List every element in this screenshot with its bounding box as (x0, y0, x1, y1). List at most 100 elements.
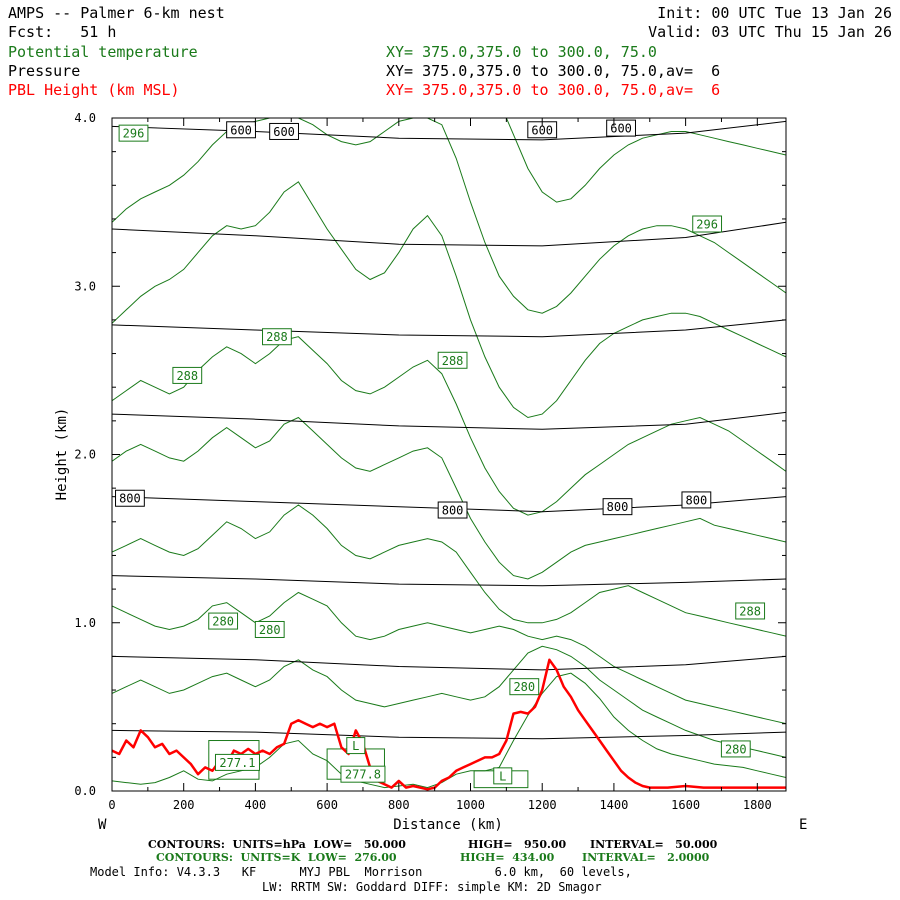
svg-text:800: 800 (686, 493, 708, 507)
pressure-contours (112, 120, 786, 740)
valid-time: Valid: 03 UTC Thu 15 Jan 26 (648, 23, 892, 41)
theta-label-8: 280 (509, 678, 540, 696)
theta-label-0: 296 (118, 124, 149, 142)
pbl-height-series (112, 658, 786, 791)
field-pressure-xy: XY= 375.0,375.0 to 300.0, 75.0,av= 6 (386, 62, 721, 80)
svg-text:L: L (352, 739, 359, 753)
west-label: W (98, 817, 107, 833)
field-pressure-name: Pressure (8, 62, 81, 80)
theta-contour-3 (112, 504, 786, 637)
svg-text:280: 280 (212, 615, 234, 629)
field-pbl-xy: XY= 375.0,375.0 to 300.0, 75.0,av= 6 (386, 81, 721, 99)
pressure-label-4: 800 (115, 489, 145, 507)
theta-contour-6 (112, 181, 786, 419)
y-tick-label-3: 3.0 (74, 279, 96, 293)
pressure-label-3: 600 (606, 119, 636, 137)
pressure-contour-6 (112, 221, 786, 247)
x-tick-label-0: 0 (108, 798, 115, 812)
x-tick-label-3: 600 (316, 798, 338, 812)
field-theta-name: Potential temperature (8, 43, 198, 61)
y-tick-label-0: 0.0 (74, 784, 96, 798)
contour-labels: 296 296 288 288 288 288 280 280 280 280 277.1 L 277.… (115, 119, 766, 785)
y-tick-label-2: 2.0 (74, 448, 96, 462)
theta-label-5: 288 (735, 602, 766, 620)
pressure-contour-5 (112, 319, 786, 338)
pressure-label-5: 800 (437, 501, 468, 519)
pressure-label-7: 800 (681, 491, 712, 509)
theta-contour-1 (112, 645, 786, 758)
y-tick-label-1: 1.0 (74, 616, 96, 630)
pbl-height-line (112, 658, 786, 791)
theta-label-12: 277.8 (340, 765, 386, 783)
pressure-label-6: 800 (602, 498, 633, 516)
pressure-contour-4 (112, 411, 786, 430)
footer-physics-info: LW: RRTM SW: Goddard DIFF: simple KM: 2D… (262, 880, 602, 894)
theta-contour-7 (112, 118, 786, 314)
axes: 0 200 400 600 800 1000 1200 1400 1600 1800 0.0 1.0 2… (74, 111, 786, 812)
footer-model-info: Model Info: V4.3.3 KF MYJ PBL Morrison 6… (90, 865, 632, 879)
x-axis-label: Distance (km) (393, 817, 503, 833)
model-title: AMPS -- Palmer 6-km nest (8, 4, 225, 22)
svg-text:800: 800 (607, 500, 629, 514)
footer-pressure-high: HIGH= 950.00 (468, 838, 567, 851)
svg-text:600: 600 (273, 125, 295, 139)
theta-contour-2 (112, 591, 786, 725)
y-tick-label-4: 4.0 (74, 111, 96, 125)
x-tick-label-6: 1200 (528, 798, 557, 812)
theta-label-2: 288 (262, 328, 292, 346)
theta-label-3: 288 (172, 366, 203, 384)
svg-text:600: 600 (230, 123, 252, 137)
theta-label-13: L (493, 767, 513, 785)
svg-text:280: 280 (259, 623, 281, 637)
x-tick-label-4: 800 (388, 798, 410, 812)
theta-label-11: L (346, 737, 366, 755)
footer-pressure-low: CONTOURS: UNITS=hPa LOW= 50.000 (148, 838, 406, 851)
x-tick-label-7: 1400 (599, 798, 628, 812)
y-axis-label: Height (km) (54, 408, 70, 501)
pressure-contour-1 (112, 655, 786, 671)
svg-text:296: 296 (123, 127, 145, 141)
pressure-label-0: 600 (226, 121, 256, 139)
theta-contour-5 (112, 336, 786, 516)
pressure-contour-2 (112, 575, 786, 587)
east-label: E (799, 817, 807, 833)
svg-text:288: 288 (442, 354, 464, 368)
pressure-label-1: 600 (269, 122, 299, 140)
footer-theta-interval: INTERVAL= 2.0000 (582, 851, 710, 864)
pressure-label-2: 600 (527, 121, 558, 139)
svg-text:800: 800 (442, 504, 464, 518)
x-tick-label-5: 1000 (456, 798, 485, 812)
pressure-contour-0 (112, 729, 786, 740)
theta-label-6: 280 (208, 612, 239, 630)
svg-text:288: 288 (739, 604, 761, 618)
svg-text:280: 280 (513, 680, 535, 694)
theta-label-4: 288 (437, 351, 468, 369)
svg-text:288: 288 (176, 369, 198, 383)
pressure-contour-7 (112, 120, 786, 141)
x-tick-label-9: 1800 (743, 798, 772, 812)
svg-text:L: L (499, 769, 506, 783)
svg-text:288: 288 (266, 330, 288, 344)
footer-theta-low: CONTOURS: UNITS=K LOW= 276.00 (156, 851, 397, 864)
footer-theta-high: HIGH= 434.00 (460, 851, 555, 864)
svg-text:277.1: 277.1 (219, 756, 255, 770)
theta-label-7: 280 (254, 620, 285, 638)
theta-label-10: 277.1 (214, 753, 260, 771)
x-tick-label-2: 400 (245, 798, 267, 812)
svg-text:277.8: 277.8 (345, 768, 381, 782)
x-tick-label-1: 200 (173, 798, 195, 812)
field-theta-xy: XY= 375.0,375.0 to 300.0, 75.0 (386, 43, 657, 61)
theta-contours (112, 118, 786, 789)
theta-label-1: 296 (692, 215, 723, 233)
svg-text:280: 280 (725, 742, 747, 756)
init-time: Init: 00 UTC Tue 13 Jan 26 (657, 4, 892, 22)
x-tick-label-8: 1600 (671, 798, 700, 812)
svg-text:600: 600 (531, 123, 553, 137)
footer-pressure-interval: INTERVAL= 50.000 (590, 838, 718, 851)
theta-label-9: 280 (720, 740, 751, 758)
svg-text:800: 800 (119, 492, 141, 506)
theta-contour-4 (112, 416, 786, 580)
theta-contour-8 (505, 118, 786, 203)
svg-text:296: 296 (696, 217, 718, 231)
